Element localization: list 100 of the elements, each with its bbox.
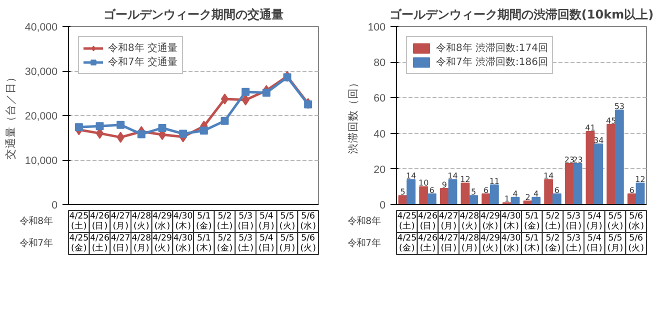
legend-label: 令和8年 渋滞回数:174回	[436, 42, 548, 55]
category-label: 4/28 (火)	[132, 212, 152, 232]
legend-label: 令和8年 交通量	[108, 42, 178, 55]
category-label: 4/29 (水)	[152, 212, 172, 232]
y-axis-title: 交通量（台／日）	[4, 72, 17, 160]
text: 5/5 (月)	[607, 234, 624, 254]
text: 4/27 (日)	[110, 234, 130, 254]
text: 5/1 (木)	[196, 234, 212, 254]
point	[137, 130, 146, 138]
data-label: 5	[471, 188, 476, 197]
y-tick-label: 10,000	[24, 155, 58, 167]
data-label: 10	[418, 178, 429, 188]
category-label: 4/26 (日)	[90, 212, 110, 232]
text: 5/2 (金)	[216, 234, 233, 254]
category-label: 5/2 (土)	[544, 212, 561, 232]
y-tick-label: 0	[380, 200, 386, 212]
data-label: 14	[406, 172, 416, 181]
data-label: 41	[585, 124, 596, 133]
data-label: 6	[484, 186, 489, 195]
text: 令和7年	[348, 238, 381, 249]
chart-title: ゴールデンウィーク期間の交通量	[104, 8, 284, 22]
bar	[544, 179, 554, 204]
data-label: 11	[489, 176, 500, 186]
category-label: 5/3 (日)	[238, 212, 254, 232]
bar	[636, 182, 645, 204]
data-label: 12	[635, 175, 646, 184]
point	[262, 88, 270, 97]
data-label: 6	[629, 186, 634, 195]
category-label: 4/25 (土)	[397, 212, 417, 232]
bar	[460, 182, 470, 204]
y-tick-label: 20,000	[24, 110, 58, 122]
y-axis-title: 渋滞回数（回）	[346, 77, 360, 154]
chart-title: ゴールデンウィーク期間の渋滞回数(10km以上)	[389, 8, 654, 22]
point	[200, 126, 208, 135]
point	[283, 73, 292, 82]
text: 4/27 (日)	[438, 234, 458, 254]
point	[116, 120, 125, 129]
point	[179, 130, 188, 138]
text: 5/1 (木)	[524, 234, 540, 254]
text: 5/2 (金)	[544, 234, 561, 254]
y-tick-label: 0	[52, 200, 58, 212]
y-tick-label: 20	[374, 164, 386, 176]
data-label: 14	[448, 172, 458, 181]
bar	[440, 188, 449, 204]
category-label: 5/5 (火)	[279, 212, 296, 232]
bar	[586, 131, 595, 204]
category-label: 4/29 (水)	[480, 212, 500, 232]
text: 4/30 (水)	[501, 234, 521, 254]
text: 4/28 (月)	[132, 234, 152, 254]
category-label: 5/2 (土)	[216, 212, 233, 232]
category-label: 4/27 (月)	[438, 212, 458, 232]
y-tick-label: 40	[374, 128, 386, 140]
data-label: 53	[614, 102, 625, 112]
point	[74, 123, 83, 132]
text: 5/3 (土)	[566, 234, 582, 254]
text: 4/30 (水)	[173, 234, 193, 254]
category-label: 4/30 (木)	[501, 212, 521, 232]
category-label: 5/6 (水)	[628, 212, 644, 232]
bar	[573, 163, 582, 204]
y-tick-label: 60	[374, 92, 386, 105]
text: 4/26 (土)	[90, 234, 110, 254]
category-label: 5/3 (日)	[566, 212, 582, 232]
text: 5/3 (土)	[238, 234, 254, 254]
category-label: 5/1 (金)	[196, 212, 212, 232]
bar	[490, 184, 499, 204]
data-label: 23	[572, 156, 583, 165]
y-tick-label: 30,000	[24, 66, 58, 78]
data-label: 23	[564, 156, 575, 165]
category-label: 4/26 (日)	[418, 212, 438, 232]
bar	[532, 196, 541, 204]
text: 4/28 (月)	[460, 234, 480, 254]
bar	[564, 163, 574, 204]
data-label: 6	[554, 186, 560, 195]
bar	[482, 193, 491, 204]
bar	[406, 179, 416, 204]
data-label: 9	[442, 180, 447, 190]
text: 4/25 (金)	[69, 234, 89, 254]
bar	[552, 193, 562, 204]
legend-label: 令和7年 交通量	[108, 56, 178, 69]
point	[242, 88, 250, 96]
data-label: 14	[543, 172, 554, 181]
bar	[627, 193, 636, 204]
point	[304, 100, 312, 108]
text: 5/6 (火)	[300, 234, 316, 254]
text: 5/5 (月)	[279, 234, 296, 254]
text: 4/25 (金)	[397, 234, 417, 254]
text: 令和7年	[20, 238, 53, 249]
bar	[427, 193, 436, 204]
category-label: 5/5 (火)	[607, 212, 624, 232]
category-label: 4/28 (火)	[460, 212, 480, 232]
y-tick-label: 80	[374, 57, 386, 70]
text: 5/6 (火)	[628, 234, 644, 254]
bar	[614, 110, 624, 204]
category-label: 4/27 (月)	[110, 212, 130, 232]
point	[96, 122, 104, 130]
data-label: 12	[460, 175, 470, 184]
text: 4/29 (火)	[152, 234, 172, 254]
bar	[448, 179, 458, 204]
y-tick-label: 40,000	[24, 22, 58, 34]
text: 5/4 (日)	[258, 234, 274, 254]
